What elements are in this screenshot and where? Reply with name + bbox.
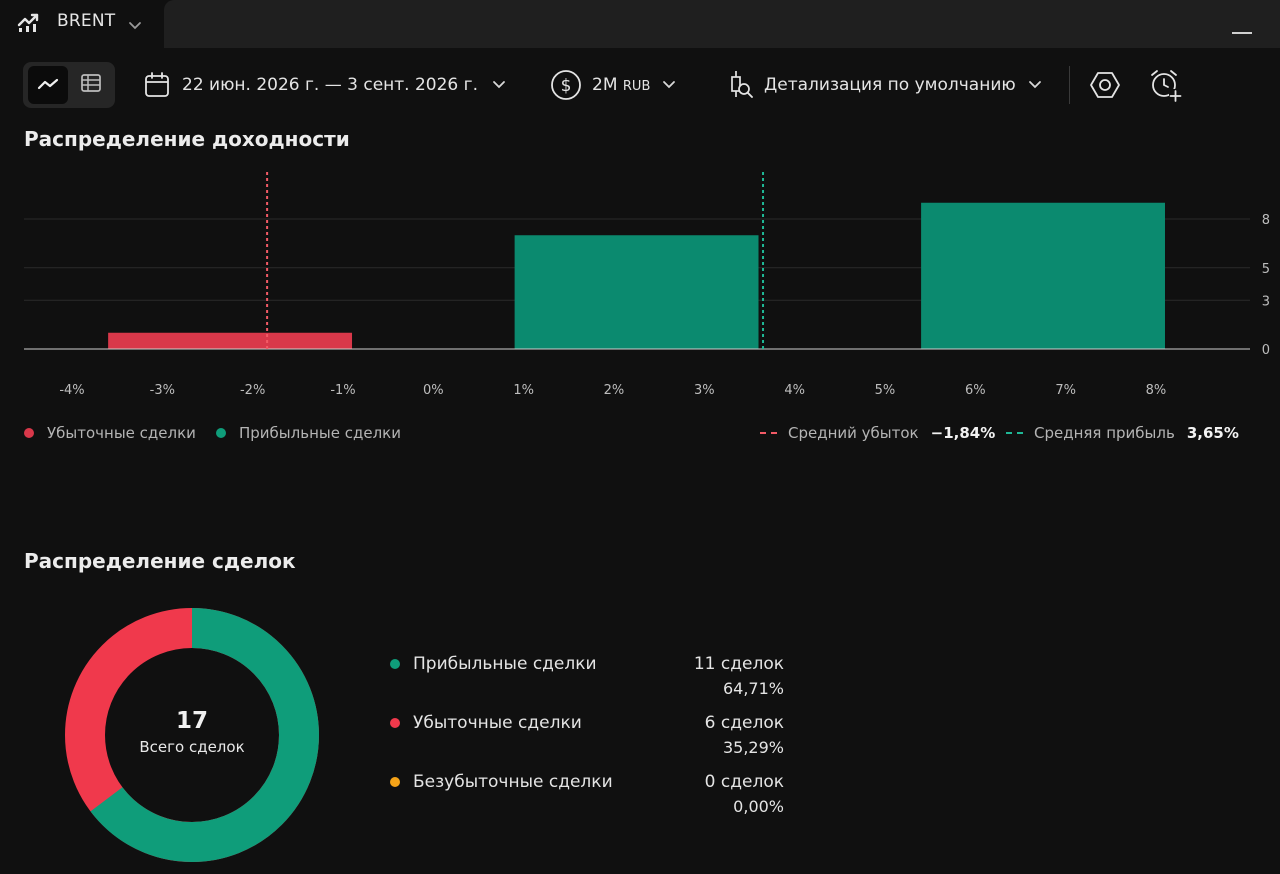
returns-legend: Убыточные сделки Прибыльные сделки Средн…: [0, 424, 1280, 446]
legend-profit-trades: Прибыльные сделки: [216, 424, 401, 442]
avg-profit-label: Средняя прибыль: [1034, 424, 1175, 442]
currency-value: RUB: [622, 79, 651, 94]
deals-row-loss: Убыточные сделки 6 сделок 35,29%: [390, 713, 790, 763]
deals-row-count: 0 сделок: [704, 772, 784, 792]
deals-row-label: Убыточные сделки: [413, 713, 582, 733]
toolbar: 22 июн. 2026 г. — 3 сент. 2026 г. $ 2M R…: [0, 58, 1280, 116]
avg-loss-dash: [760, 432, 777, 434]
loss-dot: [390, 718, 400, 728]
amount-label: 2M RUB: [592, 75, 650, 95]
alarm-add-icon: [1148, 68, 1182, 102]
histogram-bar: [514, 235, 759, 349]
deals-row-name: Убыточные сделки: [390, 713, 582, 733]
avg-profit-dash: [1006, 432, 1023, 434]
x-tick-label: 2%: [604, 383, 625, 398]
deals-row-profit: Прибыльные сделки 11 сделок 64,71%: [390, 654, 790, 704]
deals-row-breakeven: Безубыточные сделки 0 сделок 0,00%: [390, 772, 790, 822]
histogram-bar: [921, 202, 1165, 349]
x-tick-label: -3%: [150, 383, 175, 398]
minimize-icon[interactable]: [1232, 32, 1252, 34]
legend-profit-label: Прибыльные сделки: [239, 424, 401, 442]
y-tick-label: 8: [1262, 213, 1270, 228]
svg-text:$: $: [561, 76, 572, 96]
add-alert-button[interactable]: [1148, 68, 1182, 102]
dollar-icon: $: [550, 69, 582, 101]
donut-center: 17 Всего сделок: [65, 708, 319, 756]
instrument-title: BRENT: [57, 11, 116, 31]
profit-dot: [390, 659, 400, 669]
x-tick-label: 1%: [513, 383, 534, 398]
x-tick-label: 0%: [423, 383, 444, 398]
deals-donut-chart: [65, 608, 319, 862]
chevron-down-icon: [492, 80, 506, 90]
instrument-tab[interactable]: BRENT: [0, 0, 162, 48]
legend-loss-trades: Убыточные сделки: [24, 424, 196, 442]
chevron-down-icon: [1028, 80, 1042, 90]
deals-row-name: Прибыльные сделки: [390, 654, 597, 674]
legend-avg-profit: Средняя прибыль 3,65%: [1006, 424, 1239, 442]
y-tick-label: 3: [1262, 294, 1270, 309]
x-tick-label: -4%: [59, 383, 84, 398]
y-tick-label: 5: [1262, 262, 1270, 277]
date-range-selector[interactable]: 22 июн. 2026 г. — 3 сент. 2026 г.: [144, 68, 506, 102]
histogram-bar: [108, 332, 353, 349]
deals-row-count: 6 сделок: [704, 713, 784, 733]
profit-dot: [216, 428, 226, 438]
chart-view-button[interactable]: [28, 66, 68, 104]
chart-up-icon: [17, 11, 41, 37]
candle-search-icon: [728, 69, 754, 101]
deals-row-name: Безубыточные сделки: [390, 772, 613, 792]
chevron-down-icon[interactable]: [128, 16, 142, 35]
chevron-down-icon: [662, 80, 676, 90]
x-tick-label: -2%: [240, 383, 265, 398]
x-tick-label: 6%: [965, 383, 986, 398]
calendar-icon: [144, 72, 170, 98]
amount-value: 2M: [592, 75, 618, 95]
returns-section-title: Распределение доходности: [24, 127, 350, 151]
breakeven-dot: [390, 777, 400, 787]
legend-loss-label: Убыточные сделки: [47, 424, 196, 442]
x-tick-label: 5%: [875, 383, 896, 398]
hexagon-settings-icon: [1089, 69, 1121, 101]
loss-dot: [24, 428, 34, 438]
amount-selector[interactable]: $ 2M RUB: [550, 68, 676, 102]
deals-row-label: Прибыльные сделки: [413, 654, 597, 674]
returns-histogram: 0 3 5 8 -4% -3% -2% -1% 0% 1% 2% 3% 4% 5% 6% 7% 8%: [24, 172, 1270, 398]
table-icon: [80, 73, 102, 97]
deals-row-pct: 35,29%: [722, 738, 784, 757]
total-deals-count: 17: [175, 708, 208, 734]
detail-selector[interactable]: Детализация по умолчанию: [728, 68, 1042, 102]
total-deals-label: Всего сделок: [139, 738, 245, 756]
date-range-label: 22 июн. 2026 г. — 3 сент. 2026 г.: [182, 75, 478, 95]
x-tick-label: 8%: [1146, 383, 1167, 398]
deals-row-pct: 64,71%: [722, 679, 784, 698]
x-tick-label: 3%: [694, 383, 715, 398]
avg-profit-value: 3,65%: [1186, 424, 1239, 442]
x-tick-label: 7%: [1055, 383, 1076, 398]
legend-avg-loss: Средний убыток −1,84%: [760, 424, 995, 442]
x-tick-label: 4%: [784, 383, 805, 398]
avg-loss-label: Средний убыток: [788, 424, 919, 442]
window-titlebar: BRENT: [0, 0, 1280, 48]
deals-row-label: Безубыточные сделки: [413, 772, 613, 792]
deals-row-count: 11 сделок: [693, 654, 784, 674]
x-tick-label: -1%: [330, 383, 355, 398]
detail-label: Детализация по умолчанию: [764, 75, 1016, 95]
toolbar-divider: [1069, 66, 1070, 104]
y-tick-label: 0: [1262, 343, 1270, 358]
avg-loss-value: −1,84%: [930, 424, 996, 442]
line-chart-icon: [37, 76, 59, 95]
view-toggle: [23, 62, 115, 108]
deals-row-pct: 0,00%: [733, 797, 784, 816]
settings-button[interactable]: [1089, 68, 1121, 102]
tab-strip-background: [164, 0, 1280, 48]
table-view-button[interactable]: [71, 66, 111, 104]
deals-section-title: Распределение сделок: [24, 549, 296, 573]
donut-profit-segment: [65, 608, 319, 862]
